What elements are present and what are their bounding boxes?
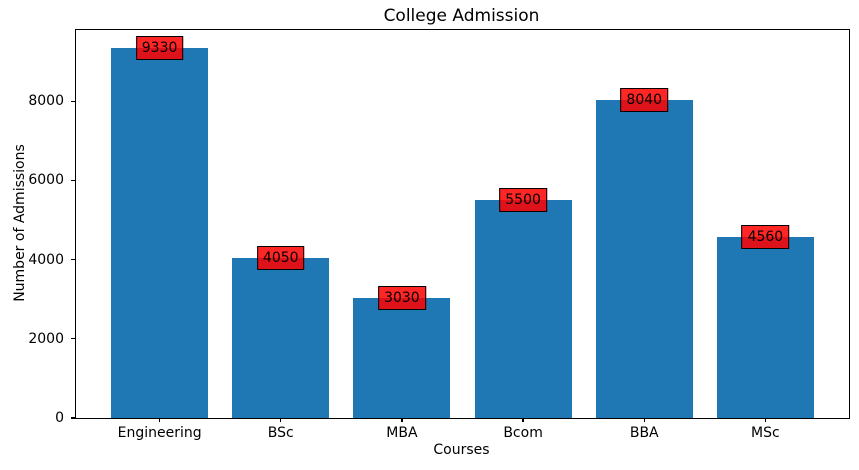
bar [716, 237, 814, 418]
x-tick-mark [522, 418, 524, 422]
bar-value-label: 8040 [620, 87, 669, 112]
x-tick-mark [764, 418, 766, 422]
y-tick-mark [70, 100, 75, 102]
bar-value-label: 3030 [378, 285, 426, 310]
y-tick-mark [70, 338, 75, 340]
x-tick-label: MBA [386, 425, 418, 441]
y-tick-mark [70, 179, 75, 181]
x-tick-label: Bcom [503, 425, 543, 441]
bar [353, 298, 451, 418]
bar-value-label: 4050 [256, 245, 305, 270]
chart-title: College Admission [383, 6, 540, 26]
bar-value-label: 5500 [499, 188, 547, 213]
bar-value-label: 9330 [135, 36, 184, 61]
y-tick-mark [70, 417, 75, 419]
bar [111, 48, 209, 418]
y-axis-label: Number of Admissions [12, 144, 28, 302]
bar [474, 200, 572, 418]
x-tick-label: BSc [267, 425, 294, 441]
bar [232, 257, 330, 418]
y-tick-label: 6000 [28, 172, 64, 189]
bar [595, 99, 693, 418]
x-tick-mark [643, 418, 645, 422]
x-tick-mark [401, 418, 403, 422]
y-tick-mark [70, 258, 75, 261]
x-tick-mark [159, 418, 161, 422]
y-tick-label: 4000 [28, 251, 64, 268]
x-tick-label: MSc [751, 425, 780, 441]
x-tick-label: Engineering [117, 425, 202, 441]
x-axis-label: Courses [433, 442, 490, 458]
y-tick-label: 8000 [28, 93, 64, 110]
x-tick-label: BBA [629, 425, 659, 441]
plot-area: 9330 Engineering 4050 BSc 3030 MBA 5500 Bcom 804… [28, 29, 850, 441]
y-tick-label: 2000 [28, 330, 64, 347]
x-tick-mark [280, 418, 282, 422]
y-tick-label: 0 [55, 410, 64, 426]
bar-value-label: 4560 [741, 225, 790, 250]
